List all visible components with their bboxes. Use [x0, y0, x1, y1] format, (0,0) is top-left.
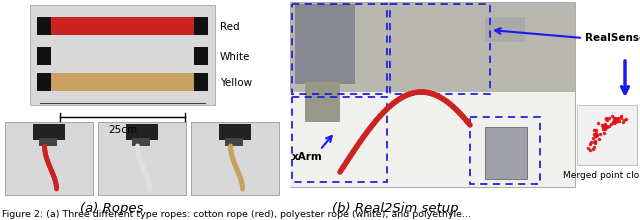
- Bar: [485, 17, 525, 42]
- Text: xArm: xArm: [292, 152, 323, 162]
- Text: White: White: [220, 52, 250, 62]
- Bar: [126, 124, 158, 140]
- Bar: [292, 97, 387, 182]
- Text: 25cm: 25cm: [108, 125, 137, 135]
- Bar: [290, 2, 575, 187]
- Bar: [290, 92, 575, 187]
- Bar: [191, 122, 279, 195]
- Bar: [225, 138, 243, 146]
- Bar: [37, 73, 51, 91]
- Text: Figure 2: (a) Three different type ropes: cotton rope (red), polyester rope (whi: Figure 2: (a) Three different type ropes…: [2, 210, 471, 219]
- Bar: [194, 73, 208, 91]
- Bar: [30, 5, 215, 105]
- Bar: [485, 127, 527, 179]
- Bar: [219, 124, 251, 140]
- Bar: [194, 17, 208, 35]
- Bar: [305, 82, 340, 122]
- Text: (a) Ropes: (a) Ropes: [80, 202, 144, 215]
- Bar: [37, 17, 51, 35]
- Bar: [295, 4, 355, 84]
- Bar: [37, 47, 208, 65]
- Bar: [33, 124, 65, 140]
- Bar: [37, 73, 208, 91]
- Text: Merged point cloud: Merged point cloud: [563, 171, 640, 180]
- Text: Red: Red: [220, 22, 239, 32]
- Bar: [39, 138, 57, 146]
- Bar: [390, 4, 490, 94]
- Bar: [132, 138, 150, 146]
- Bar: [194, 47, 208, 65]
- Bar: [470, 117, 540, 184]
- Text: RealSense D435i: RealSense D435i: [585, 33, 640, 43]
- Text: Yellow: Yellow: [220, 78, 252, 88]
- Bar: [98, 122, 186, 195]
- Bar: [37, 47, 51, 65]
- Bar: [5, 122, 93, 195]
- Bar: [37, 17, 208, 35]
- Text: (b) Real2Sim setup: (b) Real2Sim setup: [332, 202, 459, 215]
- Bar: [577, 105, 637, 165]
- Bar: [292, 4, 387, 94]
